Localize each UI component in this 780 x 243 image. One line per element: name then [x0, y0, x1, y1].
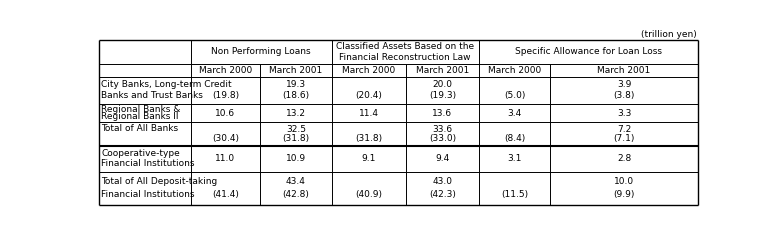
- Text: 7.2: 7.2: [617, 124, 631, 133]
- Text: 11.4: 11.4: [359, 109, 379, 118]
- Text: 13.2: 13.2: [286, 109, 306, 118]
- Text: 10.9: 10.9: [285, 154, 306, 163]
- Text: (40.9): (40.9): [355, 190, 382, 199]
- Text: (5.0): (5.0): [504, 91, 525, 100]
- Text: March 2000: March 2000: [199, 66, 252, 75]
- Text: (42.3): (42.3): [429, 190, 456, 199]
- Text: March 2000: March 2000: [488, 66, 541, 75]
- Text: Regional Banks &: Regional Banks &: [101, 104, 181, 113]
- Text: 9.4: 9.4: [435, 154, 449, 163]
- Text: (33.0): (33.0): [429, 134, 456, 143]
- Text: (8.4): (8.4): [504, 134, 525, 143]
- Text: 3.9: 3.9: [617, 80, 631, 89]
- Text: 20.0: 20.0: [432, 80, 452, 89]
- Text: 3.4: 3.4: [507, 109, 522, 118]
- Text: 3.1: 3.1: [507, 154, 522, 163]
- Text: March 2001: March 2001: [597, 66, 651, 75]
- Text: 2.8: 2.8: [617, 154, 631, 163]
- Text: (31.8): (31.8): [355, 134, 382, 143]
- Text: (7.1): (7.1): [613, 134, 635, 143]
- Text: (42.8): (42.8): [282, 190, 310, 199]
- Text: Banks and Trust Banks: Banks and Trust Banks: [101, 91, 204, 100]
- Text: (20.4): (20.4): [356, 91, 382, 100]
- Text: (30.4): (30.4): [212, 134, 239, 143]
- Text: 33.6: 33.6: [432, 124, 452, 133]
- Text: Financial Institutions: Financial Institutions: [101, 190, 195, 199]
- Text: 13.6: 13.6: [432, 109, 452, 118]
- Text: 11.0: 11.0: [215, 154, 236, 163]
- Text: 10.0: 10.0: [614, 177, 634, 186]
- Text: 43.4: 43.4: [286, 177, 306, 186]
- Text: (31.8): (31.8): [282, 134, 310, 143]
- Text: Specific Allowance for Loan Loss: Specific Allowance for Loan Loss: [515, 47, 662, 56]
- Text: City Banks, Long-term Credit: City Banks, Long-term Credit: [101, 80, 232, 89]
- Text: March 2001: March 2001: [269, 66, 322, 75]
- Text: March 2001: March 2001: [416, 66, 469, 75]
- Text: 9.1: 9.1: [362, 154, 376, 163]
- Text: Classified Assets Based on the
Financial Reconstruction Law: Classified Assets Based on the Financial…: [336, 42, 474, 61]
- Text: 19.3: 19.3: [285, 80, 306, 89]
- Text: (19.3): (19.3): [429, 91, 456, 100]
- Text: (19.8): (19.8): [212, 91, 239, 100]
- Text: (9.9): (9.9): [613, 190, 635, 199]
- Text: Cooperative-type: Cooperative-type: [101, 149, 180, 158]
- Text: (3.8): (3.8): [613, 91, 635, 100]
- Text: (41.4): (41.4): [212, 190, 239, 199]
- Text: 43.0: 43.0: [432, 177, 452, 186]
- Text: Total of All Banks: Total of All Banks: [101, 124, 179, 133]
- Text: Financial Institutions: Financial Institutions: [101, 159, 195, 168]
- Text: (trillion yen): (trillion yen): [641, 30, 697, 39]
- Text: (18.6): (18.6): [282, 91, 310, 100]
- Text: 32.5: 32.5: [286, 124, 306, 133]
- Text: (11.5): (11.5): [501, 190, 528, 199]
- Text: 3.3: 3.3: [617, 109, 631, 118]
- Text: Non Performing Loans: Non Performing Loans: [211, 47, 311, 56]
- Text: Total of All Deposit-taking: Total of All Deposit-taking: [101, 177, 218, 186]
- Text: 10.6: 10.6: [215, 109, 236, 118]
- Text: Regional Banks II: Regional Banks II: [101, 112, 179, 121]
- Text: March 2000: March 2000: [342, 66, 395, 75]
